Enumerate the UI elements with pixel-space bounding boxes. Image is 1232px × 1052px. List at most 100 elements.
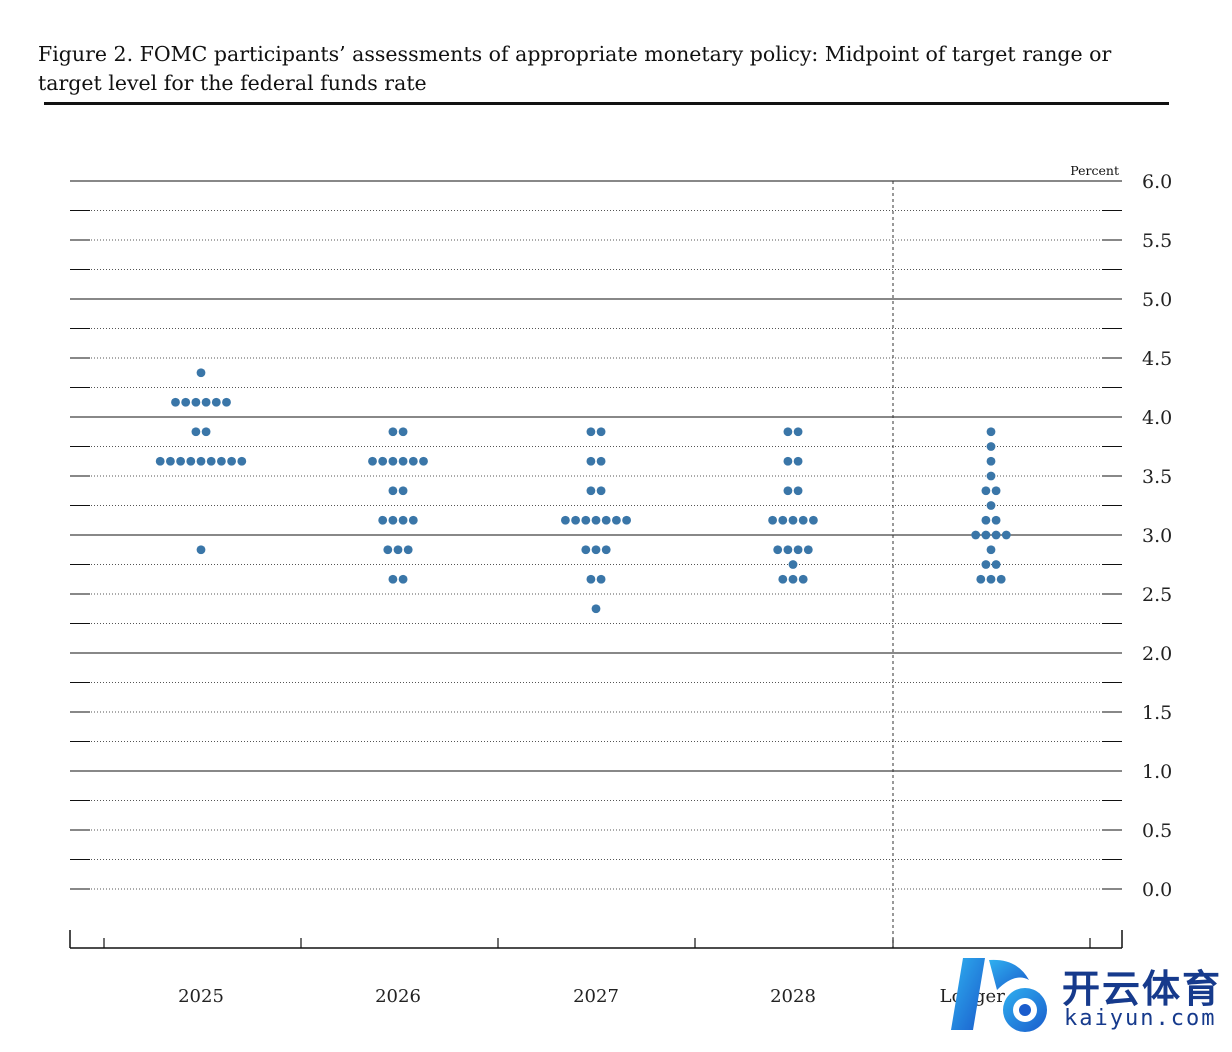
participant-dot xyxy=(196,456,206,466)
x-category-label: 2025 xyxy=(178,986,224,1007)
participant-dot xyxy=(388,456,398,466)
chart-title: Figure 2. FOMC participants’ assessments… xyxy=(38,42,1112,95)
participant-dot xyxy=(601,515,611,525)
participant-dot xyxy=(211,397,221,407)
participant-dot xyxy=(601,545,611,555)
participant-dot xyxy=(971,530,981,540)
participant-dot xyxy=(186,456,196,466)
participant-dot xyxy=(408,456,418,466)
participant-dot xyxy=(388,486,398,496)
participant-dot xyxy=(191,427,201,437)
participant-dot xyxy=(398,515,408,525)
y-tick-label: 0.0 xyxy=(1142,879,1172,901)
participant-dot xyxy=(986,442,996,451)
participant-dot xyxy=(783,486,793,496)
y-tick-label: 5.0 xyxy=(1142,289,1172,311)
participant-dot xyxy=(986,574,996,584)
participant-dot xyxy=(976,574,986,584)
participant-dot xyxy=(591,515,601,525)
participant-dot xyxy=(991,515,1001,525)
participant-dot xyxy=(788,574,798,584)
participant-dot xyxy=(783,427,793,437)
participant-dot xyxy=(561,515,570,525)
participant-dot xyxy=(586,486,596,496)
participant-dot xyxy=(793,545,803,555)
participant-dot xyxy=(181,397,191,407)
y-tick-label: 2.0 xyxy=(1142,643,1172,665)
participant-dot xyxy=(981,515,991,525)
participant-dot xyxy=(206,456,216,466)
x-category-label: 2026 xyxy=(375,986,421,1007)
participant-dot xyxy=(793,427,803,437)
participant-dot xyxy=(986,456,996,466)
participant-dot xyxy=(388,515,398,525)
participant-dot xyxy=(398,456,408,466)
participant-dot xyxy=(788,560,798,569)
participant-dot xyxy=(778,574,788,584)
participant-dot xyxy=(986,545,996,555)
participant-dot xyxy=(155,456,165,466)
participant-dot xyxy=(403,545,413,555)
participant-dot xyxy=(986,501,996,510)
participant-dot xyxy=(991,486,1001,496)
participant-dot xyxy=(793,486,803,496)
participant-dot xyxy=(986,471,996,481)
participant-dot xyxy=(378,456,388,466)
participant-dot xyxy=(798,515,808,525)
y-tick-label: 2.5 xyxy=(1142,584,1172,606)
participant-dot xyxy=(622,515,631,525)
participant-dot xyxy=(222,397,231,407)
participant-dot xyxy=(596,574,606,584)
participant-dot xyxy=(981,486,991,496)
kaiyun-logo-watermark xyxy=(951,958,1047,1032)
participant-dot xyxy=(176,456,186,466)
participant-dot xyxy=(768,515,777,525)
x-category-label: 2027 xyxy=(573,986,619,1007)
participant-dot xyxy=(388,574,398,584)
participant-dot xyxy=(368,456,377,466)
participant-dot xyxy=(981,530,991,540)
participant-dot xyxy=(201,397,211,407)
x-category-label: 2028 xyxy=(770,986,816,1007)
y-tick-label: 5.5 xyxy=(1142,230,1172,252)
participant-dot xyxy=(612,515,621,525)
participant-dot xyxy=(986,427,996,437)
participant-dot xyxy=(773,545,783,555)
watermark-text-en: kaiyun.com xyxy=(1064,1006,1217,1031)
participant-dot xyxy=(996,574,1006,584)
participant-dot xyxy=(596,486,606,496)
y-axis-label: Percent xyxy=(1070,163,1119,178)
participant-dot xyxy=(783,456,793,466)
participant-dot xyxy=(571,515,580,525)
participant-dot xyxy=(1001,530,1011,540)
participant-dot xyxy=(586,574,596,584)
y-tick-label: 4.0 xyxy=(1142,407,1172,429)
participant-dot xyxy=(378,515,388,525)
participant-dot xyxy=(388,427,398,437)
watermark-text-cn: 开云体育 xyxy=(1062,967,1223,1011)
participant-dot xyxy=(237,456,247,466)
participant-dot xyxy=(586,456,596,466)
participant-dot xyxy=(196,368,206,378)
participant-dot xyxy=(591,604,601,614)
participant-dot xyxy=(581,515,591,525)
y-tick-label: 3.5 xyxy=(1142,466,1172,488)
y-tick-label: 1.0 xyxy=(1142,761,1172,783)
participant-dot xyxy=(398,574,408,584)
y-tick-label: 4.5 xyxy=(1142,348,1172,370)
participant-dot xyxy=(398,486,408,496)
participant-dot xyxy=(803,545,813,555)
participant-dot xyxy=(991,530,1001,540)
participant-dot xyxy=(991,560,1001,569)
title-rule xyxy=(44,102,1169,105)
participant-dot xyxy=(798,574,808,584)
participant-dot xyxy=(809,515,818,525)
participant-dot xyxy=(217,456,226,466)
participant-dot xyxy=(586,427,596,437)
participant-dot xyxy=(191,397,201,407)
participant-dot xyxy=(227,456,237,466)
participant-dot xyxy=(981,560,991,569)
y-tick-label: 3.0 xyxy=(1142,525,1172,547)
participant-dot xyxy=(581,545,591,555)
